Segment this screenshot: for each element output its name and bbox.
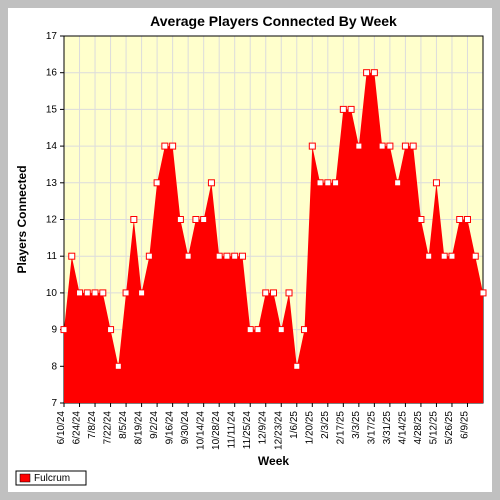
chart-inner-frame: 7 8 9 10 11 12 13 14 15 16 17 6/10/24 6/24/24 7/8/24 7… bbox=[8, 8, 492, 492]
svg-text:1/20/25: 1/20/25 bbox=[304, 411, 315, 445]
svg-text:Fulcrum: Fulcrum bbox=[34, 473, 70, 484]
svg-text:6/9/25: 6/9/25 bbox=[459, 411, 470, 439]
svg-text:8/5/24: 8/5/24 bbox=[118, 411, 129, 439]
svg-text:8/19/24: 8/19/24 bbox=[134, 411, 145, 445]
svg-text:9/16/24: 9/16/24 bbox=[165, 411, 176, 445]
svg-text:10/28/24: 10/28/24 bbox=[211, 411, 222, 450]
svg-text:2/3/25: 2/3/25 bbox=[320, 411, 331, 439]
svg-text:6/24/24: 6/24/24 bbox=[72, 411, 83, 445]
svg-text:17: 17 bbox=[46, 31, 58, 42]
svg-text:3/17/25: 3/17/25 bbox=[366, 411, 377, 445]
svg-text:4/28/25: 4/28/25 bbox=[413, 411, 424, 445]
svg-text:9/2/24: 9/2/24 bbox=[149, 411, 160, 439]
svg-text:12/23/24: 12/23/24 bbox=[273, 411, 284, 450]
svg-text:11: 11 bbox=[47, 251, 58, 262]
svg-text:7: 7 bbox=[51, 398, 57, 409]
svg-text:3/3/25: 3/3/25 bbox=[351, 411, 362, 439]
svg-text:12: 12 bbox=[46, 215, 58, 226]
svg-text:7/8/24: 7/8/24 bbox=[87, 411, 98, 439]
svg-text:15: 15 bbox=[46, 104, 58, 115]
svg-text:Week: Week bbox=[258, 454, 289, 468]
svg-text:14: 14 bbox=[46, 141, 58, 152]
svg-text:8: 8 bbox=[51, 361, 57, 372]
svg-text:6/10/24: 6/10/24 bbox=[56, 411, 67, 445]
chart-outer-frame: 7 8 9 10 11 12 13 14 15 16 17 6/10/24 6/24/24 7/8/24 7… bbox=[0, 0, 500, 500]
svg-text:1/6/25: 1/6/25 bbox=[289, 411, 300, 439]
svg-text:3/31/25: 3/31/25 bbox=[382, 411, 393, 445]
svg-text:11/25/24: 11/25/24 bbox=[242, 411, 253, 450]
svg-text:10/14/24: 10/14/24 bbox=[196, 411, 207, 450]
svg-text:2/17/25: 2/17/25 bbox=[335, 411, 346, 445]
svg-text:13: 13 bbox=[46, 178, 58, 189]
svg-text:Players Connected: Players Connected bbox=[15, 165, 29, 273]
svg-text:16: 16 bbox=[46, 68, 58, 79]
svg-text:11/11/24: 11/11/24 bbox=[227, 411, 238, 449]
svg-text:Average Players Connected By W: Average Players Connected By Week bbox=[150, 13, 397, 29]
svg-text:9: 9 bbox=[51, 325, 57, 336]
svg-text:10: 10 bbox=[46, 288, 58, 299]
players-chart: 7 8 9 10 11 12 13 14 15 16 17 6/10/24 6/24/24 7/8/24 7… bbox=[8, 8, 492, 492]
svg-text:12/9/24: 12/9/24 bbox=[258, 411, 269, 445]
svg-text:4/14/25: 4/14/25 bbox=[397, 411, 408, 445]
svg-text:7/22/24: 7/22/24 bbox=[103, 411, 114, 445]
svg-text:9/30/24: 9/30/24 bbox=[180, 411, 191, 445]
svg-text:5/12/25: 5/12/25 bbox=[428, 411, 439, 445]
svg-text:5/26/25: 5/26/25 bbox=[444, 411, 455, 445]
